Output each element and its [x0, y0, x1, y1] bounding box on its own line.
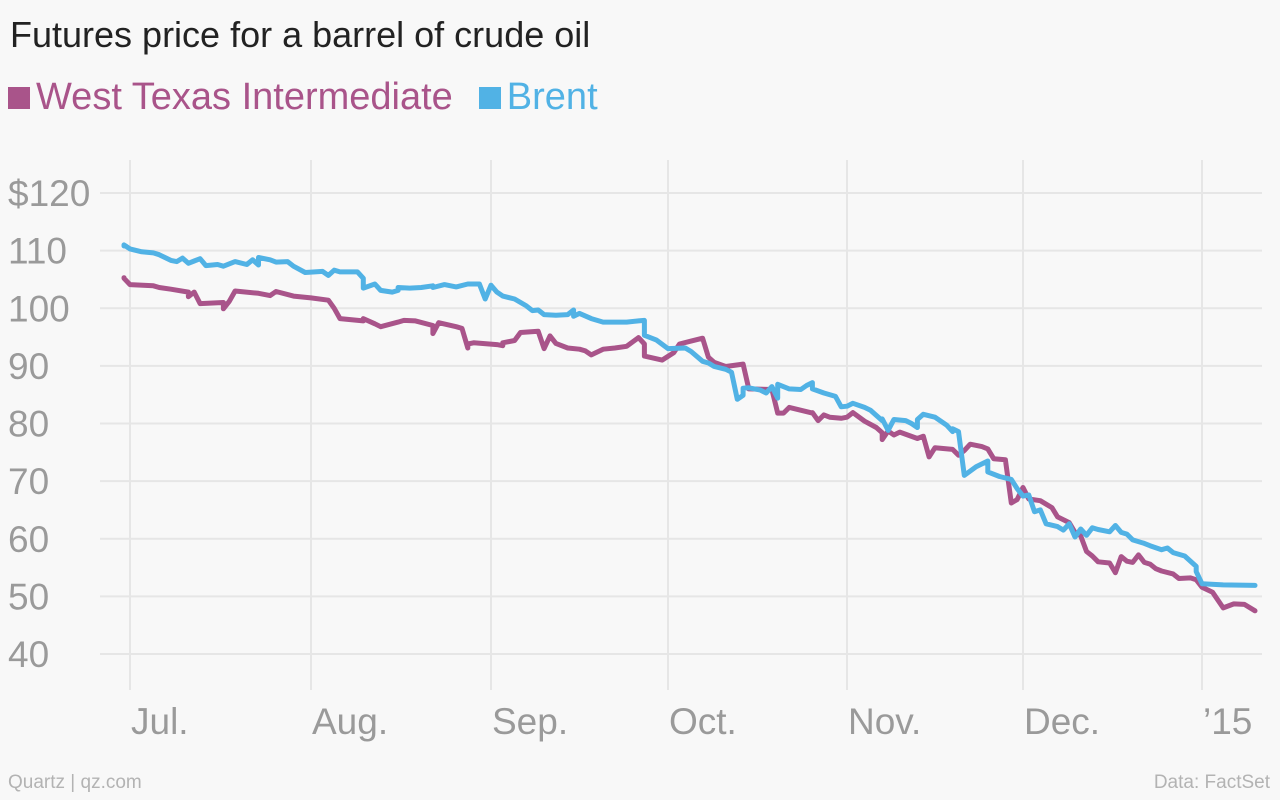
legend-item-wti: West Texas Intermediate — [8, 76, 453, 119]
legend: West Texas Intermediate Brent — [8, 76, 598, 119]
legend-item-brent: Brent — [478, 76, 598, 119]
x-tick-label: Nov. — [848, 701, 921, 742]
x-tick-label: Sep. — [492, 701, 568, 742]
x-tick-label: Dec. — [1024, 701, 1100, 742]
source-credit: Quartz | qz.com — [8, 772, 142, 793]
legend-swatch-wti — [8, 86, 30, 109]
x-tick-label: Aug. — [312, 701, 388, 742]
y-tick-label: 60 — [8, 519, 49, 560]
y-tick-label: 70 — [8, 461, 49, 502]
series-line-wti — [121, 275, 1258, 614]
y-tick-label: 100 — [8, 288, 70, 329]
legend-swatch-brent — [478, 86, 501, 109]
series-line-brent — [121, 242, 1258, 588]
y-tick-label: 50 — [8, 576, 49, 617]
y-tick-label: 80 — [8, 404, 49, 445]
chart-title: Futures price for a barrel of crude oil — [10, 14, 591, 55]
y-tick-label: 90 — [8, 346, 49, 387]
y-tick-label: $120 — [8, 173, 90, 214]
data-source: Data: FactSet — [1153, 772, 1270, 793]
x-tick-label: ’15 — [1203, 701, 1252, 742]
x-tick-label: Jul. — [131, 701, 189, 742]
legend-label-wti: West Texas Intermediate — [36, 76, 453, 118]
x-tick-label: Oct. — [669, 701, 737, 742]
legend-label-brent: Brent — [506, 76, 598, 118]
y-tick-label: 40 — [8, 634, 49, 675]
y-tick-label: 110 — [8, 231, 67, 272]
